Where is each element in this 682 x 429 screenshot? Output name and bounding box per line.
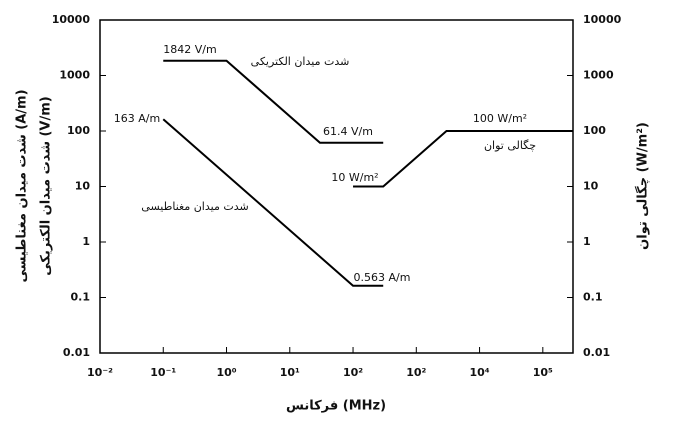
series-line bbox=[162, 118, 384, 287]
x-tick-label: 10⁵ bbox=[533, 366, 553, 379]
y-tick-label: 10 bbox=[75, 180, 91, 193]
x-tick-label: 10² bbox=[343, 366, 363, 379]
y2-tick-label: 10 bbox=[583, 180, 599, 193]
y2-axis-title: چگالی توان (W/m²) bbox=[635, 122, 651, 250]
plot-frame bbox=[99, 19, 574, 354]
x-axis-title: فرکانس (MHz) bbox=[286, 399, 386, 414]
y2-tick-label: 1000 bbox=[583, 69, 614, 82]
annotation: چگالی توان bbox=[484, 139, 536, 152]
annotation: 61.4 V/m bbox=[323, 125, 373, 138]
y-tick-label: 1 bbox=[82, 235, 90, 248]
y-axis-title: شدت میدان مغناطیسی (A/m) bbox=[15, 89, 30, 282]
annotation: شدت میدان الکتریکی bbox=[251, 55, 350, 68]
y-tick-label: 1000 bbox=[59, 69, 90, 82]
annotation: شدت میدان مغناطیسی bbox=[141, 200, 248, 213]
y2-tick-label: 0.01 bbox=[583, 346, 610, 359]
y2-tick-label: 0.1 bbox=[583, 291, 603, 304]
annotation: 100 W/m² bbox=[473, 112, 527, 125]
series-line bbox=[163, 59, 384, 144]
x-tick-label: 10⁴ bbox=[469, 366, 489, 379]
x-tick-label: 10² bbox=[406, 366, 426, 379]
y-tick-label: 0.01 bbox=[63, 346, 90, 359]
x-tick-label: 10¹ bbox=[280, 366, 300, 379]
y-tick-label: 100 bbox=[67, 124, 90, 137]
y2-tick-label: 10000 bbox=[583, 13, 622, 26]
y2-tick-label: 1 bbox=[583, 235, 591, 248]
x-tick-label: 10⁻² bbox=[87, 366, 113, 379]
annotation: 1842 V/m bbox=[163, 43, 216, 56]
annotation: 163 A/m bbox=[114, 112, 160, 125]
series-line bbox=[353, 130, 573, 188]
x-tick-label: 10⁰ bbox=[216, 366, 236, 379]
x-tick-label: 10⁻¹ bbox=[150, 366, 176, 379]
y-tick-label: 10000 bbox=[52, 13, 91, 26]
annotation: 0.563 A/m bbox=[354, 271, 411, 284]
y-tick-label: 0.1 bbox=[71, 291, 91, 304]
y-axis-title: شدت میدان الکتریکی (V/m) bbox=[39, 96, 54, 275]
annotation: 10 W/m² bbox=[331, 171, 378, 184]
y2-tick-label: 100 bbox=[583, 124, 606, 137]
